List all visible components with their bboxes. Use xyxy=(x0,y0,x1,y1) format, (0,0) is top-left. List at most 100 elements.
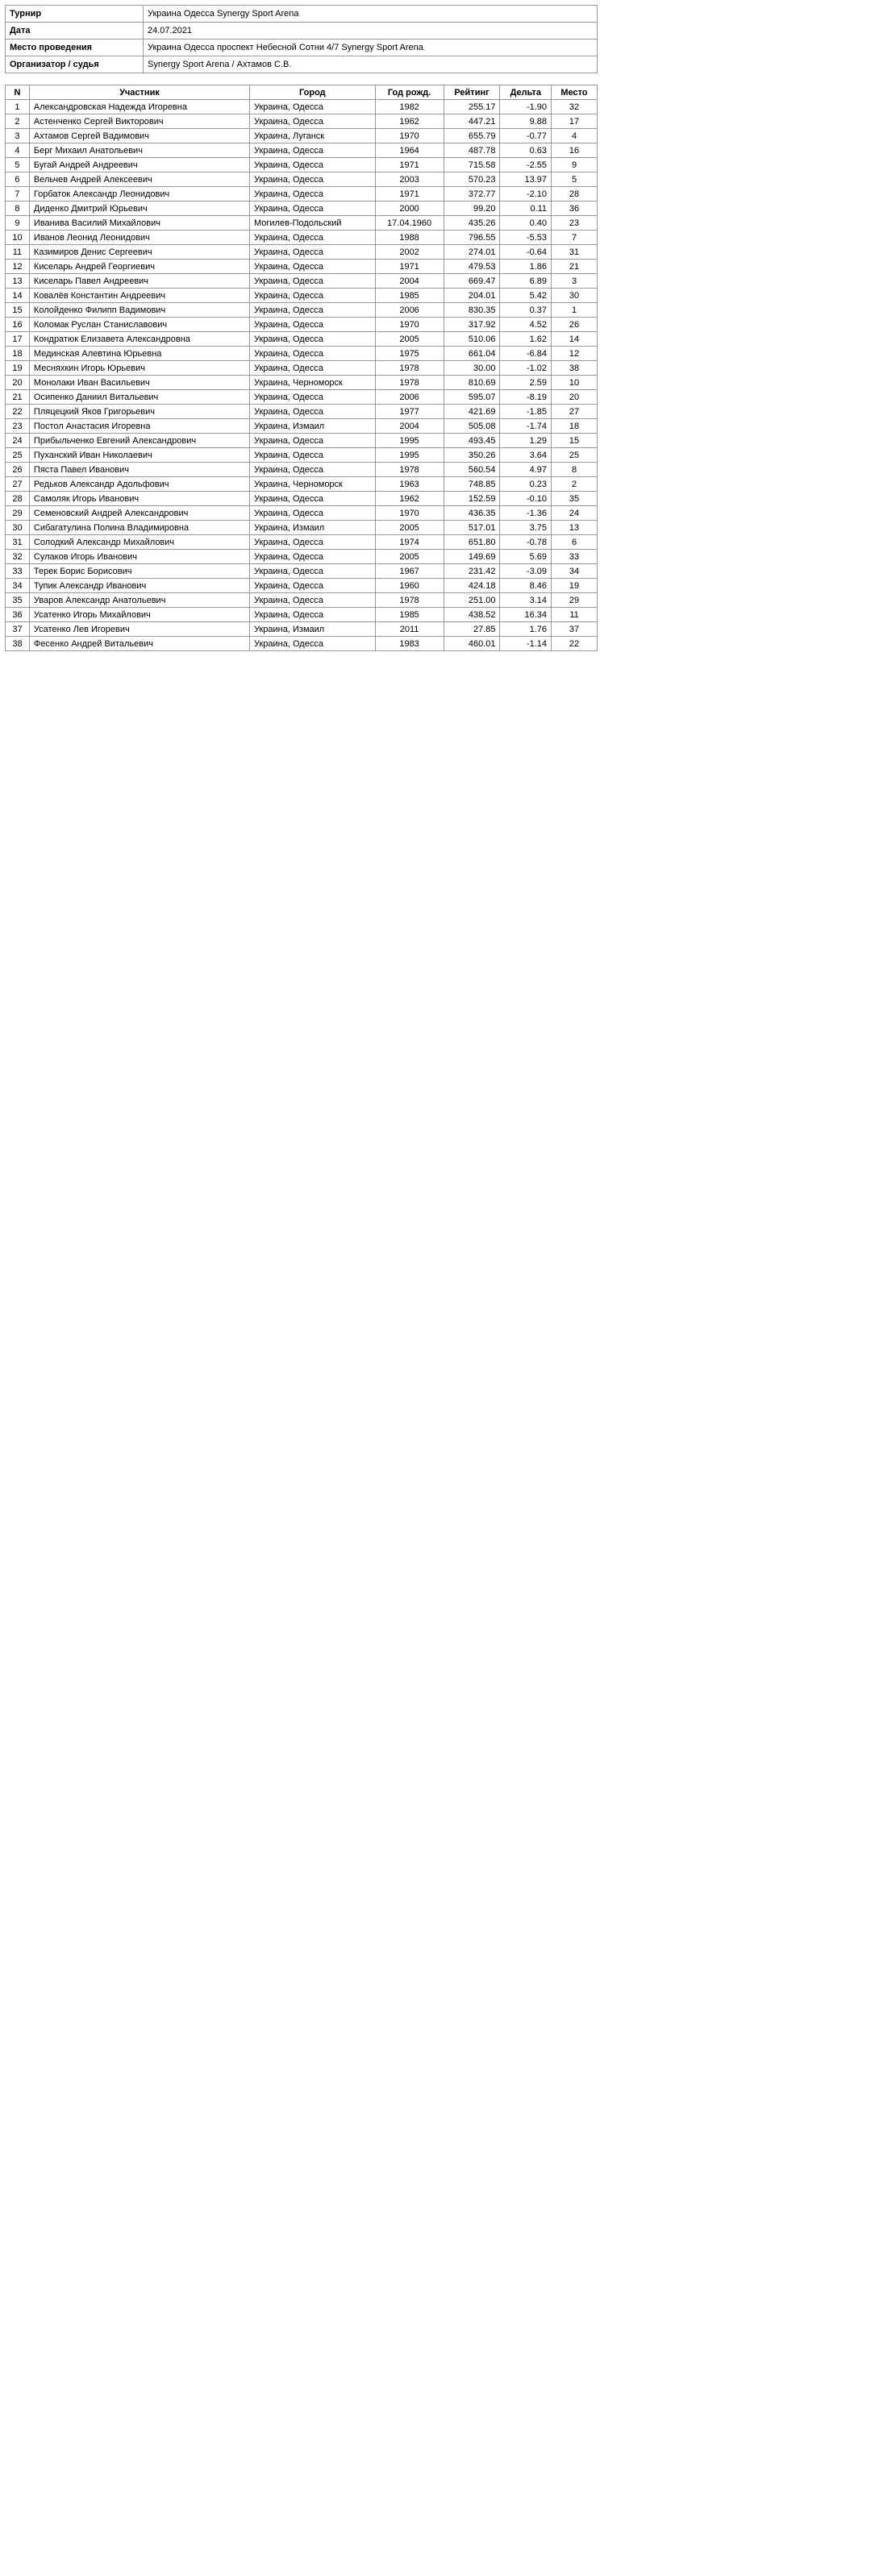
table-cell: Украина, Луганск xyxy=(249,128,376,143)
info-row: Организатор / судья Synergy Sport Arena /… xyxy=(5,56,598,73)
table-cell: 0.11 xyxy=(499,201,552,216)
table-cell: 30 xyxy=(551,288,598,303)
table-row: 4 Берг Михаил Анатольевич Украина, Одесса 1… xyxy=(5,143,598,158)
table-cell: Украина, Одесса xyxy=(249,201,376,216)
table-cell: 517.01 xyxy=(443,520,501,535)
table-cell: 34 xyxy=(5,578,30,593)
table-cell: 1970 xyxy=(374,128,444,143)
table-cell: 1963 xyxy=(374,476,444,492)
table-cell: 31 xyxy=(551,244,598,260)
table-cell: 1985 xyxy=(374,288,444,303)
table-cell: 479.53 xyxy=(443,259,501,274)
table-cell: Фесенко Андрей Витальевич xyxy=(28,636,251,651)
table-cell: 17 xyxy=(551,114,598,129)
table-cell: Солодкий Александр Михайлович xyxy=(28,534,251,550)
table-cell: 27.85 xyxy=(443,621,501,637)
table-cell: 36 xyxy=(551,201,598,216)
table-cell: Александровская Надежда Игоревна xyxy=(28,99,251,114)
table-cell: -1.85 xyxy=(499,404,552,419)
table-cell: 1.62 xyxy=(499,331,552,347)
table-cell: Пуханский Иван Николаевич xyxy=(28,447,251,463)
info-value: Украина Одесса Synergy Sport Arena xyxy=(143,5,598,23)
table-row: 25 Пуханский Иван Николаевич Украина, Одес… xyxy=(5,447,598,463)
table-cell: 715.58 xyxy=(443,157,501,172)
table-cell: 487.78 xyxy=(443,143,501,158)
table-row: 15 Колойденко Филипп Вадимович Украина, Од… xyxy=(5,302,598,318)
table-cell: 1977 xyxy=(374,404,444,419)
table-cell: Украина, Измаил xyxy=(249,621,376,637)
column-header: Рейтинг xyxy=(443,85,501,100)
table-cell: 350.26 xyxy=(443,447,501,463)
table-cell: Бугай Андрей Андреевич xyxy=(28,157,251,172)
table-cell: Могилев-Подольский xyxy=(249,215,376,231)
table-cell: 2005 xyxy=(374,331,444,347)
table-cell: -0.77 xyxy=(499,128,552,143)
table-cell: 14 xyxy=(551,331,598,347)
table-cell: -1.90 xyxy=(499,99,552,114)
table-cell: Сибагатулина Полина Владимировна xyxy=(28,520,251,535)
table-cell: 830.35 xyxy=(443,302,501,318)
table-cell: Тупик Александр Иванович xyxy=(28,578,251,593)
table-cell: 38 xyxy=(5,636,30,651)
table-cell: Украина, Одесса xyxy=(249,491,376,506)
table-cell: 5 xyxy=(551,172,598,187)
column-header: N xyxy=(5,85,30,100)
table-cell: 1995 xyxy=(374,447,444,463)
table-row: 10 Иванов Леонид Леонидович Украина, Одесс… xyxy=(5,230,598,245)
table-cell: 27 xyxy=(5,476,30,492)
table-cell: 12 xyxy=(551,346,598,361)
table-row: 20 Монолаки Иван Васильевич Украина, Черно… xyxy=(5,375,598,390)
table-cell: -1.02 xyxy=(499,360,552,376)
table-cell: 10 xyxy=(5,230,30,245)
table-cell: Украина, Одесса xyxy=(249,592,376,608)
table-cell: 22 xyxy=(5,404,30,419)
table-cell: Украина, Одесса xyxy=(249,360,376,376)
table-cell: Украина, Одесса xyxy=(249,636,376,651)
table-cell: Киселарь Павел Андреевич xyxy=(28,273,251,289)
table-cell: 11 xyxy=(551,607,598,622)
table-cell: 1 xyxy=(5,99,30,114)
table-cell: 14 xyxy=(5,288,30,303)
table-cell: Украина, Одесса xyxy=(249,302,376,318)
table-cell: 25 xyxy=(5,447,30,463)
table-cell: 2004 xyxy=(374,418,444,434)
table-cell: Берг Михаил Анатольевич xyxy=(28,143,251,158)
table-cell: 1995 xyxy=(374,433,444,448)
table-cell: 274.01 xyxy=(443,244,501,260)
table-cell: 152.59 xyxy=(443,491,501,506)
table-cell: -1.36 xyxy=(499,505,552,521)
info-value: 24.07.2021 xyxy=(143,22,598,39)
table-cell: 0.63 xyxy=(499,143,552,158)
table-cell: Кондратюк Елизавета Александровна xyxy=(28,331,251,347)
table-row: 18 Мединская Алевтина Юрьевна Украина, Оде… xyxy=(5,346,598,361)
table-cell: 8.46 xyxy=(499,578,552,593)
table-cell: 15 xyxy=(5,302,30,318)
table-cell: 22 xyxy=(551,636,598,651)
table-cell: 447.21 xyxy=(443,114,501,129)
table-cell: 505.08 xyxy=(443,418,501,434)
table-cell: 16.34 xyxy=(499,607,552,622)
table-cell: 1985 xyxy=(374,607,444,622)
table-cell: 2004 xyxy=(374,273,444,289)
table-cell: 13 xyxy=(5,273,30,289)
table-cell: 26 xyxy=(5,462,30,477)
table-cell: Сулаков Игорь Иванович xyxy=(28,549,251,564)
table-cell: 1 xyxy=(551,302,598,318)
table-row: 9 Иванива Василий Михайлович Могилев-Подол… xyxy=(5,215,598,231)
table-cell: 6 xyxy=(5,172,30,187)
table-cell: Украина, Черноморск xyxy=(249,375,376,390)
table-cell: 2011 xyxy=(374,621,444,637)
table-row: 1 Александровская Надежда Игоревна Украина… xyxy=(5,99,598,114)
table-row: 28 Самоляк Игорь Иванович Украина, Одесса 1… xyxy=(5,491,598,506)
table-row: 2 Астенченко Сергей Викторович Украина, Од… xyxy=(5,114,598,129)
table-cell: 31 xyxy=(5,534,30,550)
table-row: 17 Кондратюк Елизавета Александровна Украи… xyxy=(5,331,598,347)
table-cell: 661.04 xyxy=(443,346,501,361)
table-cell: Украина, Одесса xyxy=(249,186,376,202)
table-cell: 4.97 xyxy=(499,462,552,477)
table-cell: Украина, Одесса xyxy=(249,389,376,405)
table-cell: 0.37 xyxy=(499,302,552,318)
table-cell: 6 xyxy=(551,534,598,550)
table-cell: 34 xyxy=(551,563,598,579)
table-cell: Украина, Одесса xyxy=(249,143,376,158)
